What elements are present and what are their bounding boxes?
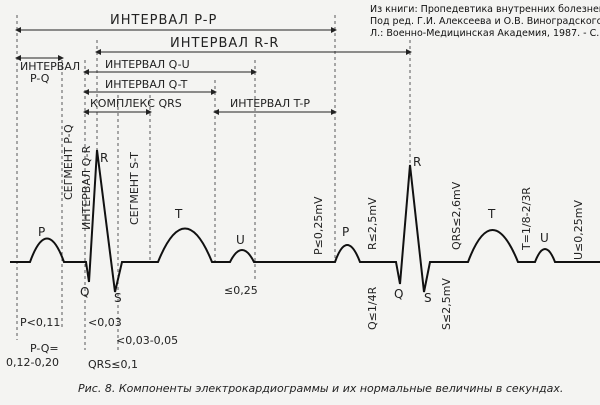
interval-arrows bbox=[15, 27, 412, 115]
citation: Из книги: Пропедевтика внутренних болезн… bbox=[370, 4, 600, 15]
wave-label: U bbox=[540, 231, 549, 245]
wave-label: S bbox=[114, 291, 122, 305]
wave-label: R bbox=[100, 151, 108, 165]
amplitude-label: T=1/8-2/3R bbox=[520, 187, 533, 251]
citation: Под ред. Г.И. Алексеева и О.В. Виноградс… bbox=[370, 16, 600, 27]
amplitude-label: U≤0,25mV bbox=[572, 200, 585, 260]
citation: Л.: Военно-Медицинская Академия, 1987. -… bbox=[370, 28, 600, 39]
duration-label: QRS≤0,1 bbox=[88, 358, 138, 371]
interval-label: ИНТЕРВАЛ Q-T bbox=[105, 78, 188, 91]
duration-label: P<0,11 bbox=[20, 316, 60, 329]
interval-label: ИНТЕРВАЛ R-R bbox=[170, 36, 279, 51]
amplitude-label: P≤0,25mV bbox=[312, 196, 325, 255]
wave-label: P bbox=[38, 225, 45, 239]
segment-label: ИНТЕРВАЛ Q-R bbox=[80, 145, 93, 230]
wave-label: P bbox=[342, 225, 349, 239]
wave-label: T bbox=[174, 207, 183, 221]
interval-label: КОМПЛЕКС QRS bbox=[90, 97, 182, 110]
duration-label: <0,03 bbox=[88, 316, 122, 329]
duration-label: ≤0,25 bbox=[224, 284, 258, 297]
ecg-trace bbox=[10, 149, 600, 293]
wave-label: S bbox=[424, 291, 432, 305]
wave-label: T bbox=[487, 207, 496, 221]
wave-label: Q bbox=[80, 285, 89, 299]
duration-label: <0,03-0,05 bbox=[116, 334, 178, 347]
wave-label: U bbox=[236, 233, 245, 247]
amplitude-label: Q≤1/4R bbox=[366, 286, 379, 330]
amplitude-label: R≤2,5mV bbox=[366, 197, 379, 250]
interval-label: ИНТЕРВАЛ T-P bbox=[230, 97, 310, 110]
duration-label: 0,12-0,20 bbox=[6, 356, 59, 369]
duration-label: P-Q= bbox=[30, 342, 59, 355]
wave-label: R bbox=[413, 155, 421, 169]
caption: Рис. 8. Компоненты электрокардиограммы и… bbox=[78, 382, 563, 395]
interval-label: ИНТЕРВАЛ Q-U bbox=[105, 58, 190, 71]
wave-label: Q bbox=[394, 287, 403, 301]
segment-label: СЕГМЕНТ P-Q bbox=[62, 124, 75, 200]
segment-label: СЕГМЕНТ S-T bbox=[128, 152, 141, 225]
amplitude-label: QRS≤2,6mV bbox=[450, 181, 463, 250]
interval-label: ИНТЕРВАЛ bbox=[20, 60, 80, 73]
interval-label: P-Q bbox=[30, 72, 50, 85]
amplitude-label: S≤2,5mV bbox=[440, 278, 453, 330]
interval-label: ИНТЕРВАЛ P-P bbox=[110, 13, 217, 28]
